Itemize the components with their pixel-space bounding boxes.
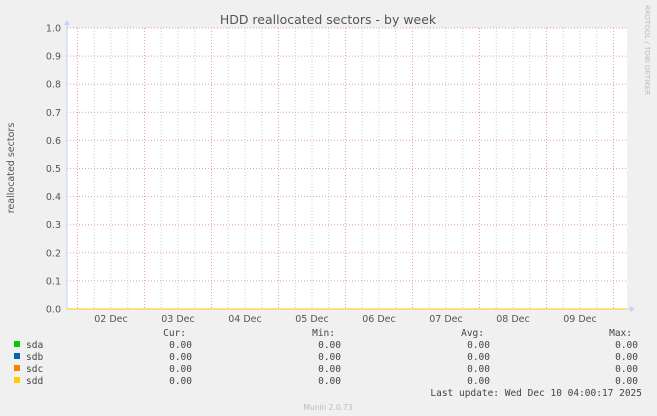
munin-version: Munin 2.0.73	[303, 403, 352, 412]
legend-value: 0.00	[467, 376, 490, 387]
x-tick-label: 08 Dec	[496, 314, 530, 325]
legend-header: Max:	[609, 328, 632, 339]
x-tick-label: 03 Dec	[161, 314, 195, 325]
legend-value: 0.00	[467, 352, 490, 363]
y-tick-label: 0.8	[46, 80, 61, 91]
y-tick-label: 0.1	[46, 276, 61, 287]
legend-swatch-sdc	[14, 365, 20, 371]
x-tick-label: 02 Dec	[94, 314, 128, 325]
x-axis-arrow	[630, 306, 635, 312]
y-tick-label: 0.3	[46, 220, 61, 231]
legend-swatch-sda	[14, 341, 20, 347]
rrdtool-watermark: RRDTOOL / TOBI OETIKER	[643, 5, 651, 95]
last-update: Last update: Wed Dec 10 04:00:17 2025	[430, 388, 642, 399]
legend-value: 0.00	[169, 376, 192, 387]
chart-title: HDD reallocated sectors - by week	[220, 12, 437, 27]
y-axis-arrow	[64, 20, 70, 25]
legend-value: 0.00	[318, 376, 341, 387]
legend-value: 0.00	[615, 352, 638, 363]
x-tick-label: 05 Dec	[295, 314, 329, 325]
legend-label: sdc	[26, 364, 43, 375]
y-tick-label: 0.2	[46, 248, 61, 259]
legend-value: 0.00	[318, 340, 341, 351]
legend-value: 0.00	[615, 364, 638, 375]
legend-value: 0.00	[467, 364, 490, 375]
y-axis-label: reallocated sectors	[6, 123, 17, 214]
legend-value: 0.00	[467, 340, 490, 351]
legend-value: 0.00	[615, 340, 638, 351]
legend-value: 0.00	[318, 364, 341, 375]
y-tick-label: 0.0	[46, 305, 61, 316]
legend-swatch-sdb	[14, 353, 20, 359]
x-tick-label: 06 Dec	[362, 314, 396, 325]
legend-value: 0.00	[318, 352, 341, 363]
y-tick-label: 0.9	[46, 52, 61, 63]
y-tick-label: 1.0	[46, 24, 61, 35]
y-tick-label: 0.4	[46, 192, 61, 203]
y-tick-label: 0.5	[46, 164, 61, 175]
legend-label: sda	[26, 340, 43, 351]
y-tick-label: 0.6	[46, 136, 61, 147]
legend-swatch-sdd	[14, 377, 20, 383]
x-tick-label: 09 Dec	[563, 314, 597, 325]
legend-value: 0.00	[169, 364, 192, 375]
legend-header: Min:	[312, 328, 335, 339]
legend-value: 0.00	[615, 376, 638, 387]
legend-header: Avg:	[461, 328, 484, 339]
x-tick-label: 04 Dec	[228, 314, 262, 325]
legend-header: Cur:	[163, 328, 186, 339]
x-tick-label: 07 Dec	[429, 314, 463, 325]
legend-value: 0.00	[169, 340, 192, 351]
legend-label: sdd	[26, 376, 43, 387]
legend-label: sdb	[26, 352, 43, 363]
legend-value: 0.00	[169, 352, 192, 363]
y-tick-label: 0.7	[46, 108, 61, 119]
